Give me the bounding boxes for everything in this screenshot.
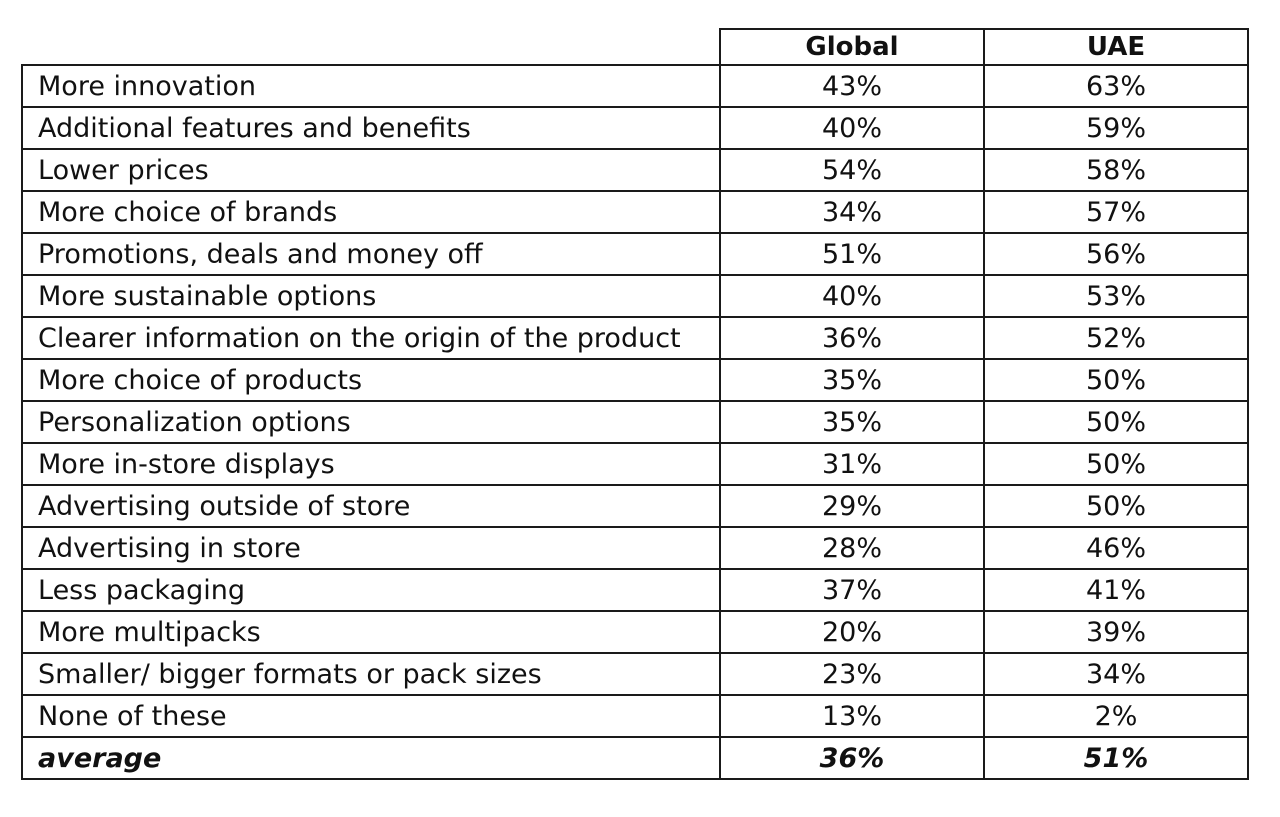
uae-value-cell: 41%	[983, 568, 1249, 612]
row-label: Clearer information on the origin of the…	[21, 316, 721, 360]
table-row: Lower prices 54% 58%	[21, 148, 1249, 192]
table-row: Smaller/ bigger formats or pack sizes 23%…	[21, 652, 1249, 696]
uae-value-cell: 50%	[983, 358, 1249, 402]
uae-value-cell: 50%	[983, 442, 1249, 486]
average-row: average 36% 51%	[21, 736, 1249, 780]
row-label: More choice of products	[21, 358, 721, 402]
uae-value-cell: 50%	[983, 484, 1249, 528]
table-row: More sustainable options 40% 53%	[21, 274, 1249, 318]
row-label: None of these	[21, 694, 721, 738]
row-label: More innovation	[21, 64, 721, 108]
uae-value-cell: 52%	[983, 316, 1249, 360]
table-row: More choice of products 35% 50%	[21, 358, 1249, 402]
comparison-table: Global UAE More innovation 43% 63% Addition…	[21, 28, 1249, 780]
global-value-cell: 23%	[719, 652, 985, 696]
uae-value-cell: 2%	[983, 694, 1249, 738]
table-row: Clearer information on the origin of the…	[21, 316, 1249, 360]
uae-value-cell: 53%	[983, 274, 1249, 318]
row-label: More choice of brands	[21, 190, 721, 234]
row-label: Advertising outside of store	[21, 484, 721, 528]
row-label: Additional features and benefits	[21, 106, 721, 150]
column-header-uae: UAE	[983, 28, 1249, 66]
row-label: Promotions, deals and money off	[21, 232, 721, 276]
table-row: None of these 13% 2%	[21, 694, 1249, 738]
global-value-cell: 37%	[719, 568, 985, 612]
uae-value-cell: 59%	[983, 106, 1249, 150]
uae-value-cell: 46%	[983, 526, 1249, 570]
uae-value-cell: 56%	[983, 232, 1249, 276]
global-value-cell: 35%	[719, 358, 985, 402]
global-value-cell: 31%	[719, 442, 985, 486]
table-row: More choice of brands 34% 57%	[21, 190, 1249, 234]
row-label: Smaller/ bigger formats or pack sizes	[21, 652, 721, 696]
table-body: More innovation 43% 63% Additional features…	[21, 64, 1249, 780]
table-row: More innovation 43% 63%	[21, 64, 1249, 108]
row-label: Less packaging	[21, 568, 721, 612]
table-row: Advertising outside of store 29% 50%	[21, 484, 1249, 528]
row-label: Personalization options	[21, 400, 721, 444]
row-label: Lower prices	[21, 148, 721, 192]
uae-value-cell: 50%	[983, 400, 1249, 444]
table-row: Personalization options 35% 50%	[21, 400, 1249, 444]
table-row: Promotions, deals and money off 51% 56%	[21, 232, 1249, 276]
global-value-cell: 34%	[719, 190, 985, 234]
uae-value-cell: 34%	[983, 652, 1249, 696]
global-value-cell: 43%	[719, 64, 985, 108]
header-row: Global UAE	[22, 28, 1249, 66]
uae-value-cell: 58%	[983, 148, 1249, 192]
row-label: More multipacks	[21, 610, 721, 654]
table-row: Additional features and benefits 40% 59%	[21, 106, 1249, 150]
global-value-cell: 40%	[719, 106, 985, 150]
global-value-cell: 40%	[719, 274, 985, 318]
table-row: Less packaging 37% 41%	[21, 568, 1249, 612]
global-value-cell: 36%	[719, 316, 985, 360]
data-table-container: Global UAE More innovation 43% 63% Addition…	[21, 28, 1249, 780]
global-value-cell: 28%	[719, 526, 985, 570]
table-row: Advertising in store 28% 46%	[21, 526, 1249, 570]
row-label: Advertising in store	[21, 526, 721, 570]
average-label: average	[21, 736, 721, 780]
uae-value-cell: 63%	[983, 64, 1249, 108]
uae-value-cell: 39%	[983, 610, 1249, 654]
uae-value-cell: 57%	[983, 190, 1249, 234]
table-row: More in-store displays 31% 50%	[21, 442, 1249, 486]
average-global-value: 36%	[719, 736, 985, 780]
global-value-cell: 13%	[719, 694, 985, 738]
row-label: More sustainable options	[21, 274, 721, 318]
row-label: More in-store displays	[21, 442, 721, 486]
global-value-cell: 35%	[719, 400, 985, 444]
global-value-cell: 29%	[719, 484, 985, 528]
global-value-cell: 51%	[719, 232, 985, 276]
column-header-global: Global	[719, 28, 985, 66]
global-value-cell: 54%	[719, 148, 985, 192]
global-value-cell: 20%	[719, 610, 985, 654]
table-row: More multipacks 20% 39%	[21, 610, 1249, 654]
header-blank-cell	[22, 29, 720, 65]
average-uae-value: 51%	[983, 736, 1249, 780]
